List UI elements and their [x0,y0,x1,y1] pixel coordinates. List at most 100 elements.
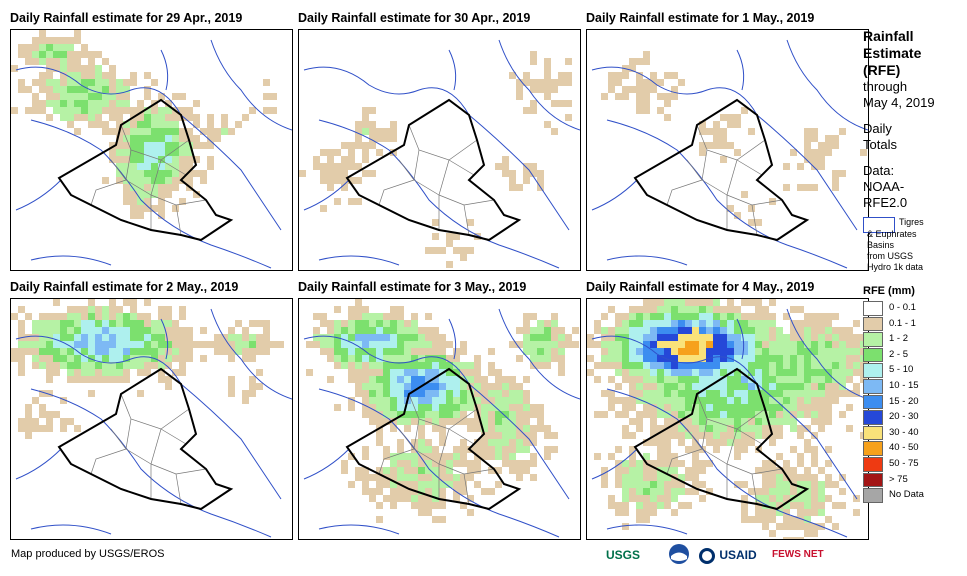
rainfall-cell [25,44,32,51]
rainfall-cell [699,121,706,128]
rainfall-cell [348,397,355,404]
rainfall-cell [692,334,699,341]
rainfall-cell [327,376,334,383]
rainfall-cell [116,334,123,341]
rainfall-cell [685,474,692,481]
rainfall-cell [755,369,762,376]
rainfall-cell [165,313,172,320]
rainfall-cell [369,212,376,219]
rainfall-cell [769,425,776,432]
rainfall-cell [727,390,734,397]
rainfall-cell [615,474,622,481]
rainfall-cell [74,439,81,446]
basin-boundary [30,524,112,535]
rainfall-cell [383,481,390,488]
rainfall-cell [790,474,797,481]
rainfall-cell [818,488,825,495]
rainfall-cell [825,177,832,184]
rainfall-cell [18,306,25,313]
rainfall-cell [446,481,453,488]
rainfall-cell [699,432,706,439]
rainfall-cell [376,348,383,355]
rainfall-cell [151,107,158,114]
rainfall-cell [650,306,657,313]
rainfall-cell [818,177,825,184]
rainfall-cell [137,121,144,128]
rainfall-cell [699,390,706,397]
rainfall-cell [88,93,95,100]
rainfall-cell [193,135,200,142]
rainfall-cell [594,453,601,460]
rainfall-cell [509,58,516,65]
rainfall-cell [467,390,474,397]
rainfall-cell [425,411,432,418]
rainfall-cell [727,439,734,446]
rainfall-cell [804,128,811,135]
rainfall-cell [846,369,853,376]
rainfall-cell [495,369,502,376]
rainfall-cell [601,411,608,418]
rainfall-cell [411,334,418,341]
rainfall-cell [643,411,650,418]
rainfall-cell [783,320,790,327]
rainfall-cell [18,348,25,355]
rainfall-cell [32,51,39,58]
rainfall-cell [172,355,179,362]
rainfall-cell [404,425,411,432]
rainfall-cell [130,334,137,341]
rainfall-cell [376,369,383,376]
rainfall-cell [495,376,502,383]
rainfall-cell [699,369,706,376]
rainfall-cell [769,191,776,198]
rainfall-cell [713,383,720,390]
rainfall-cell [432,411,439,418]
basin-boundary [448,49,457,91]
rainfall-cell [60,348,67,355]
rainfall-cell [762,488,769,495]
rainfall-cell [629,58,636,65]
rainfall-cell [46,369,53,376]
province-boundary [408,393,478,430]
rainfall-cell [741,411,748,418]
rainfall-cell [404,348,411,355]
rainfall-cell [60,404,67,411]
rainfall-cell [650,334,657,341]
rainfall-cell [109,79,116,86]
rainfall-cell [81,79,88,86]
rainfall-cell [762,320,769,327]
rainfall-cell [179,376,186,383]
rainfall-cell [74,86,81,93]
rainfall-cell [839,376,846,383]
rainfall-cell [18,432,25,439]
rainfall-cell [671,72,678,79]
rainfall-cell [362,369,369,376]
rainfall-cell [713,362,720,369]
rainfall-cell [839,170,846,177]
rainfall-cell [776,334,783,341]
rainfall-cell [699,495,706,502]
rainfall-cell [355,135,362,142]
rainfall-map-svg [587,39,868,269]
rainfall-cell [734,418,741,425]
rainfall-cell [636,390,643,397]
rainfall-cell [172,369,179,376]
rainfall-cell [355,376,362,383]
rainfall-cell [769,383,776,390]
rainfall-cell [355,355,362,362]
rainfall-cell [165,100,172,107]
rainfall-cell [734,355,741,362]
rainfall-cell [172,334,179,341]
rainfall-cell [516,390,523,397]
rainfall-cell [74,100,81,107]
rainfall-cell [151,348,158,355]
rainfall-cell [46,299,53,306]
rainfall-cell [685,348,692,355]
rainfall-cell [404,327,411,334]
rainfall-cell [144,313,151,320]
rainfall-cell [179,184,186,191]
rainfall-cell [685,460,692,467]
rainfall-cell [720,439,727,446]
rainfall-cell [811,523,818,530]
rainfall-cell [411,362,418,369]
rainfall-cell [123,184,130,191]
